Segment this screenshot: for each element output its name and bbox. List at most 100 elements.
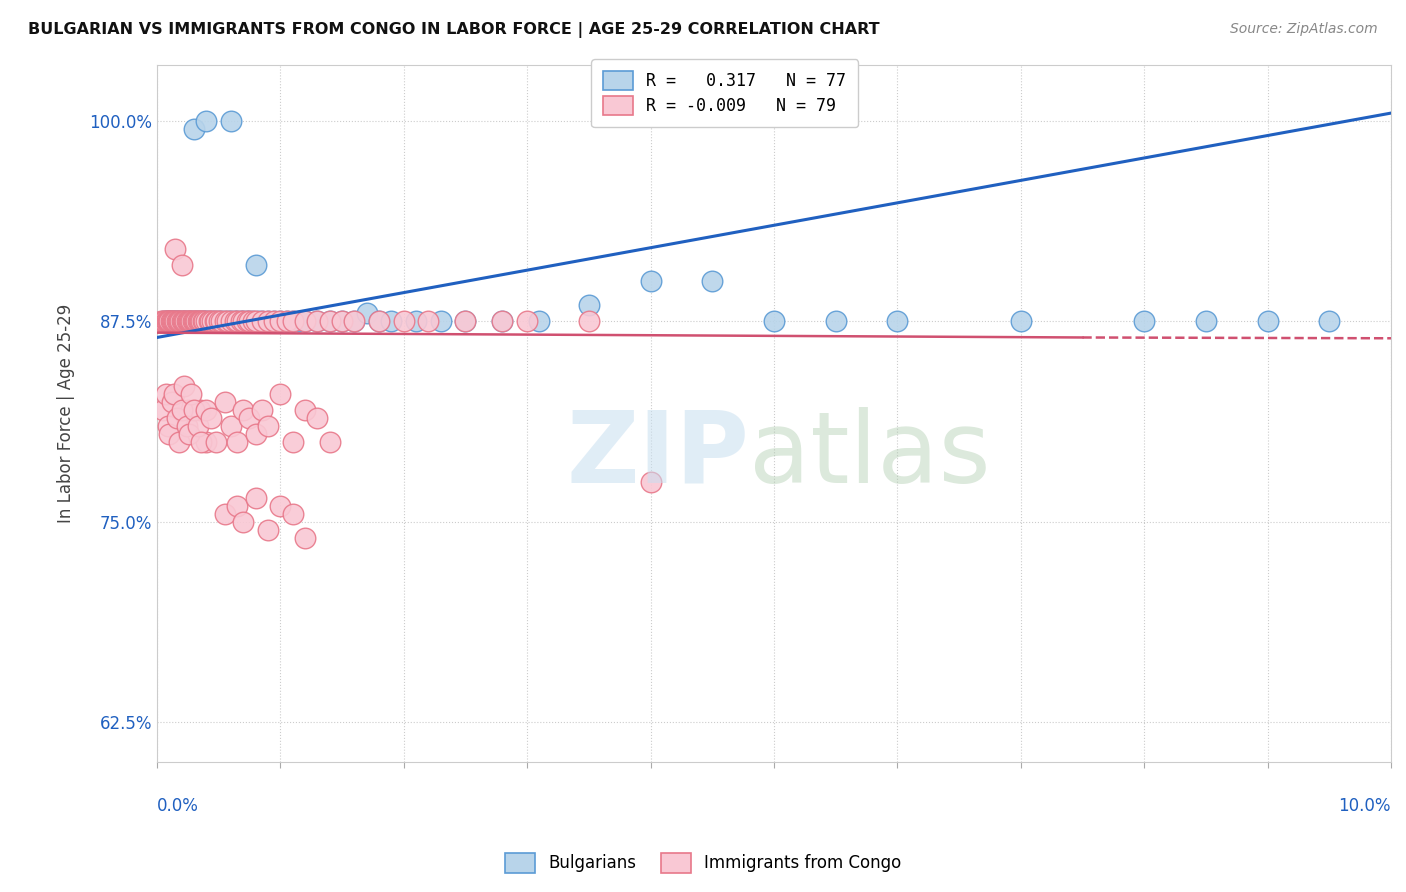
Point — [208, 314, 231, 328]
Point — [174, 314, 197, 328]
Point — [640, 274, 662, 288]
Point — [183, 314, 205, 328]
Point — [180, 314, 202, 328]
Point — [191, 314, 214, 328]
Point — [214, 394, 236, 409]
Point — [163, 386, 186, 401]
Text: BULGARIAN VS IMMIGRANTS FROM CONGO IN LABOR FORCE | AGE 25-29 CORRELATION CHART: BULGARIAN VS IMMIGRANTS FROM CONGO IN LA… — [28, 22, 880, 38]
Point — [195, 434, 218, 449]
Point — [247, 314, 270, 328]
Point — [153, 314, 176, 328]
Point — [318, 314, 340, 328]
Point — [250, 314, 273, 328]
Point — [188, 314, 211, 328]
Point — [186, 314, 208, 328]
Point — [269, 386, 291, 401]
Text: 0.0%: 0.0% — [157, 797, 198, 815]
Point — [214, 507, 236, 521]
Point — [177, 314, 200, 328]
Point — [157, 314, 180, 328]
Point — [155, 386, 177, 401]
Point — [160, 394, 183, 409]
Point — [257, 523, 280, 537]
Point — [307, 410, 329, 425]
Point — [162, 314, 184, 328]
Point — [429, 314, 451, 328]
Point — [160, 314, 183, 328]
Point — [245, 258, 267, 272]
Point — [201, 314, 224, 328]
Y-axis label: In Labor Force | Age 25-29: In Labor Force | Age 25-29 — [58, 304, 75, 524]
Point — [368, 314, 391, 328]
Point — [232, 314, 254, 328]
Point — [174, 314, 197, 328]
Point — [232, 314, 254, 328]
Point — [238, 314, 260, 328]
Point — [491, 314, 513, 328]
Point — [159, 314, 181, 328]
Point — [167, 314, 190, 328]
Point — [491, 314, 513, 328]
Point — [186, 314, 208, 328]
Point — [173, 314, 195, 328]
Text: ZIP: ZIP — [567, 407, 749, 504]
Point — [188, 402, 211, 417]
Point — [226, 314, 249, 328]
Point — [208, 314, 231, 328]
Point — [263, 314, 285, 328]
Point — [170, 314, 193, 328]
Point — [824, 314, 846, 328]
Point — [368, 314, 391, 328]
Point — [166, 314, 188, 328]
Point — [176, 418, 198, 433]
Point — [155, 314, 177, 328]
Point — [281, 507, 304, 521]
Point — [167, 314, 190, 328]
Point — [173, 314, 195, 328]
Point — [232, 515, 254, 529]
Point — [201, 314, 224, 328]
Point — [229, 314, 252, 328]
Point — [166, 410, 188, 425]
Point — [245, 314, 267, 328]
Point — [214, 314, 236, 328]
Point — [640, 475, 662, 489]
Point — [195, 314, 218, 328]
Point — [330, 314, 353, 328]
Point — [209, 314, 232, 328]
Point — [184, 314, 207, 328]
Point — [224, 314, 246, 328]
Point — [269, 314, 291, 328]
Point — [269, 314, 291, 328]
Point — [1195, 314, 1218, 328]
Point — [356, 306, 378, 320]
Point — [1010, 314, 1032, 328]
Point — [281, 314, 304, 328]
Point — [250, 314, 273, 328]
Point — [177, 314, 200, 328]
Point — [167, 314, 190, 328]
Point — [200, 410, 222, 425]
Point — [156, 314, 179, 328]
Text: Source: ZipAtlas.com: Source: ZipAtlas.com — [1230, 22, 1378, 37]
Point — [204, 314, 226, 328]
Point — [187, 314, 209, 328]
Point — [173, 378, 195, 392]
Point — [294, 314, 316, 328]
Point — [257, 418, 280, 433]
Point — [166, 314, 188, 328]
Point — [276, 314, 298, 328]
Point — [242, 314, 264, 328]
Point — [157, 314, 180, 328]
Point — [318, 314, 340, 328]
Point — [177, 314, 200, 328]
Point — [307, 314, 329, 328]
Point — [198, 314, 221, 328]
Point — [187, 314, 209, 328]
Point — [152, 402, 174, 417]
Point — [170, 314, 193, 328]
Point — [157, 418, 180, 433]
Point — [238, 314, 260, 328]
Point — [405, 314, 427, 328]
Point — [529, 314, 551, 328]
